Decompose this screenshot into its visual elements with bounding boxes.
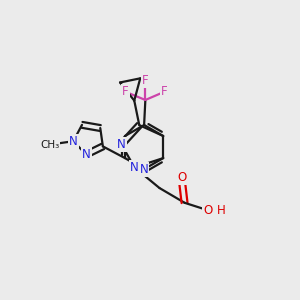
Text: O: O — [203, 204, 212, 217]
Text: CH₃: CH₃ — [40, 140, 60, 150]
Text: F: F — [142, 74, 149, 87]
Text: N: N — [130, 161, 139, 174]
Text: N: N — [140, 163, 148, 176]
Text: N: N — [69, 135, 78, 148]
Text: O: O — [177, 171, 186, 184]
Text: F: F — [122, 85, 129, 98]
Text: N: N — [82, 148, 91, 161]
Text: N: N — [117, 138, 126, 151]
Text: F: F — [161, 85, 168, 98]
Text: H: H — [216, 204, 225, 217]
